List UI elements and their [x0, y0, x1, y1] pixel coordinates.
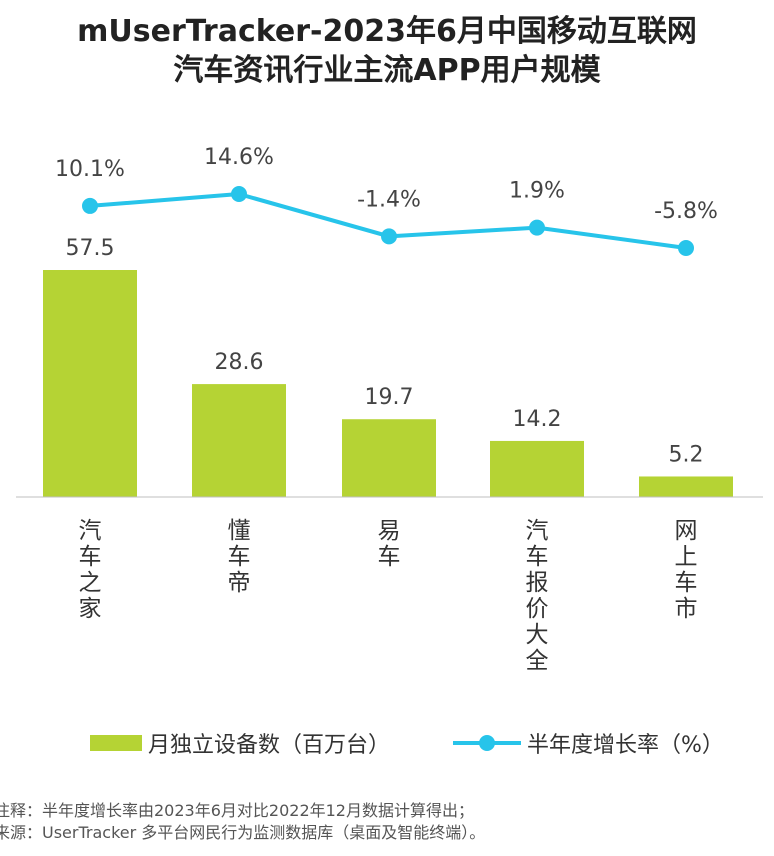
legend-item-line: 半年度增长率（%）	[453, 725, 724, 761]
chart-legend: 月独立设备数（百万台） 半年度增长率（%）	[0, 725, 774, 761]
growth-rate-label-3: -1.4%	[357, 187, 421, 212]
footnote-note: 注释：半年度增长率由2023年6月对比2022年12月数据计算得出；	[0, 801, 474, 820]
growth-rate-point-5	[678, 240, 694, 256]
x-tick-label-1: 汽车之家	[79, 518, 102, 622]
growth-rate-point-1	[82, 197, 98, 214]
bar-3	[342, 419, 436, 497]
footnotes: 注释：半年度增长率由2023年6月对比2022年12月数据计算得出； 来源：Us…	[0, 800, 485, 844]
growth-rate-label-5: -5.8%	[654, 199, 718, 224]
bar-value-label-3: 19.7	[365, 385, 414, 410]
bar-2	[192, 384, 286, 497]
footnote-source: 来源：UserTracker 多平台网民行为监测数据库（桌面及智能终端）。	[0, 823, 486, 842]
legend-item-bar: 月独立设备数（百万台）	[90, 725, 390, 761]
growth-rate-point-3	[381, 228, 397, 245]
legend-line-swatch	[453, 733, 521, 753]
growth-rate-point-4	[529, 219, 545, 236]
x-tick-label-2: 懂车帝	[228, 518, 251, 596]
bar-5	[639, 476, 733, 497]
bar-value-label-4: 14.2	[513, 407, 562, 432]
chart-title: mUserTracker-2023年6月中国移动互联网 汽车资讯行业主流APP用…	[0, 12, 774, 90]
growth-rate-label-2: 14.6%	[204, 145, 274, 170]
growth-rate-label-4: 1.9%	[509, 179, 565, 204]
bar-1	[43, 270, 137, 497]
legend-line-label: 半年度增长率（%）	[527, 733, 724, 758]
growth-rate-point-2	[231, 186, 247, 202]
bar-value-label-2: 28.6	[215, 350, 264, 375]
bar-value-label-5: 5.2	[669, 442, 704, 467]
bar-4	[490, 440, 584, 497]
legend-bar-swatch	[90, 735, 142, 751]
chart-title-line-2: 汽车资讯行业主流APP用户规模	[173, 53, 601, 88]
combo-chart: 57.5 28.6 19.7 14.2 5.2 10.1% 14.6% -1.4% 1.9% -5…	[16, 145, 763, 674]
growth-rate-label-1: 10.1%	[55, 157, 125, 182]
x-tick-label-4: 汽车报价大全	[526, 518, 549, 674]
x-tick-label-5: 网上车市	[675, 518, 698, 622]
x-tick-label-3: 易车	[378, 518, 401, 570]
chart-title-line-1: mUserTracker-2023年6月中国移动互联网	[77, 14, 697, 49]
bar-value-label-1: 57.5	[66, 236, 115, 261]
legend-bar-label: 月独立设备数（百万台）	[148, 733, 391, 758]
